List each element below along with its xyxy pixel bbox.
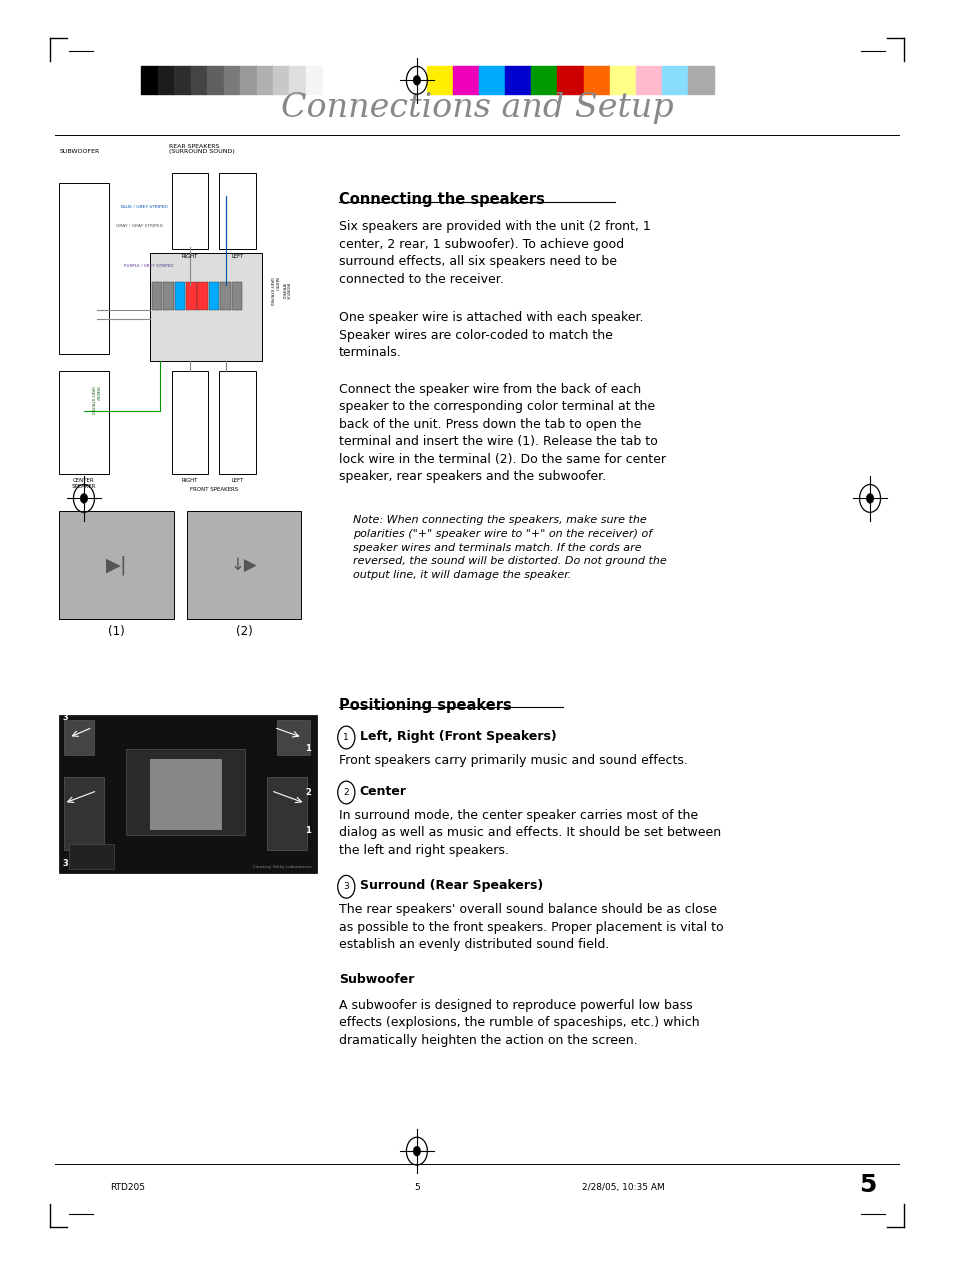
Text: Center: Center — [359, 784, 406, 798]
Circle shape — [865, 493, 873, 503]
Text: Courtesy Dolby Laboratories: Courtesy Dolby Laboratories — [253, 865, 312, 869]
Text: Note: When connecting the speakers, make sure the
polarities ("+" speaker wire t: Note: When connecting the speakers, make… — [353, 516, 666, 579]
Text: ↓▶: ↓▶ — [231, 555, 257, 574]
Bar — [64, 720, 94, 755]
Bar — [141, 67, 157, 95]
Bar — [59, 511, 173, 619]
Text: Surround (Rear Speakers): Surround (Rear Speakers) — [359, 879, 542, 892]
Bar — [232, 282, 242, 310]
Circle shape — [80, 493, 88, 503]
Text: RTD205: RTD205 — [110, 1183, 145, 1192]
Text: One speaker wire is attached with each speaker.
Speaker wires are color-coded to: One speaker wire is attached with each s… — [338, 311, 642, 359]
Text: In surround mode, the center speaker carries most of the
dialog as well as music: In surround mode, the center speaker car… — [338, 810, 720, 856]
Bar — [660, 67, 687, 95]
Bar — [69, 844, 114, 869]
Text: GRAY / GRAY STRIPED: GRAY / GRAY STRIPED — [116, 224, 163, 228]
Bar — [267, 777, 307, 850]
Text: CENTER
SPEAKER: CENTER SPEAKER — [71, 478, 96, 490]
Bar — [64, 777, 104, 850]
Bar — [126, 749, 245, 835]
Bar — [557, 67, 583, 95]
Text: PURPLE / GREY STRIPED: PURPLE / GREY STRIPED — [124, 264, 173, 268]
Bar — [197, 282, 208, 310]
Text: 5: 5 — [414, 1183, 419, 1192]
Bar — [172, 371, 208, 474]
Bar — [635, 67, 660, 95]
Bar — [163, 282, 173, 310]
Text: 2/28/05, 10:35 AM: 2/28/05, 10:35 AM — [581, 1183, 664, 1192]
Bar — [505, 67, 531, 95]
Text: 3: 3 — [63, 713, 69, 722]
Bar — [157, 67, 174, 95]
Text: Front speakers carry primarily music and sound effects.: Front speakers carry primarily music and… — [338, 754, 687, 767]
Bar — [209, 282, 219, 310]
Bar — [187, 511, 301, 619]
Text: 5: 5 — [859, 1173, 876, 1197]
Text: A subwoofer is designed to reproduce powerful low bass
effects (explosions, the : A subwoofer is designed to reproduce pow… — [338, 999, 699, 1046]
Bar — [219, 371, 255, 474]
Text: BLUE / GREY STRIPED: BLUE / GREY STRIPED — [121, 205, 168, 209]
Bar — [150, 253, 262, 361]
Text: (1): (1) — [108, 625, 125, 638]
Bar — [687, 67, 713, 95]
Bar — [531, 67, 557, 95]
Bar — [186, 282, 196, 310]
Text: 1: 1 — [343, 732, 349, 743]
Text: WHITE/
GREY STRIPED: WHITE/ GREY STRIPED — [269, 277, 277, 305]
Bar — [453, 67, 479, 95]
Text: RIGHT: RIGHT — [181, 478, 198, 483]
Bar — [240, 67, 256, 95]
Bar — [207, 67, 223, 95]
Text: LEFT: LEFT — [232, 254, 243, 259]
Text: 2: 2 — [305, 788, 311, 797]
Bar — [150, 759, 221, 829]
Bar — [172, 173, 208, 249]
Text: 1: 1 — [305, 826, 311, 835]
Bar — [59, 183, 109, 354]
Text: Six speakers are provided with the unit (2 front, 1
center, 2 rear, 1 subwoofer): Six speakers are provided with the unit … — [338, 220, 650, 286]
Bar — [174, 282, 185, 310]
Bar — [220, 282, 231, 310]
Bar — [276, 720, 310, 755]
Bar — [174, 67, 191, 95]
Bar — [273, 67, 289, 95]
Text: 1: 1 — [305, 744, 311, 753]
Text: 2: 2 — [343, 788, 349, 797]
Text: GREEN/
GREY STRIPED: GREEN/ GREY STRIPED — [90, 386, 98, 414]
Bar — [59, 715, 316, 873]
Bar — [152, 282, 162, 310]
Text: 3: 3 — [63, 859, 69, 868]
Text: SUBWOOFER: SUBWOOFER — [59, 149, 99, 154]
Text: Connecting the speakers: Connecting the speakers — [338, 192, 544, 207]
Circle shape — [413, 1146, 420, 1156]
Text: RIGHT: RIGHT — [181, 254, 198, 259]
Text: Subwoofer: Subwoofer — [338, 974, 414, 987]
Text: (2): (2) — [235, 625, 253, 638]
Bar — [219, 173, 255, 249]
Text: LEFT: LEFT — [232, 478, 243, 483]
Text: Connect the speaker wire from the back of each
speaker to the corresponding colo: Connect the speaker wire from the back o… — [338, 382, 665, 483]
Text: Left, Right (Front Speakers): Left, Right (Front Speakers) — [359, 730, 556, 743]
Text: 3: 3 — [343, 882, 349, 892]
Bar — [609, 67, 635, 95]
Text: Positioning speakers: Positioning speakers — [338, 698, 511, 713]
Bar — [289, 67, 306, 95]
Circle shape — [413, 76, 420, 85]
Bar — [256, 67, 273, 95]
Bar — [427, 67, 453, 95]
Bar — [479, 67, 505, 95]
Bar — [306, 67, 322, 95]
Bar — [223, 67, 240, 95]
Text: The rear speakers' overall sound balance should be as close
as possible to the f: The rear speakers' overall sound balance… — [338, 903, 722, 951]
Bar — [59, 371, 109, 474]
Text: REAR SPEAKERS
(SURROUND SOUND): REAR SPEAKERS (SURROUND SOUND) — [169, 143, 234, 154]
Text: Connections and Setup: Connections and Setup — [280, 91, 673, 124]
Text: ▶|: ▶| — [106, 555, 127, 574]
Bar — [191, 67, 207, 95]
Text: FRONT SPEAKERS: FRONT SPEAKERS — [190, 487, 237, 492]
Bar — [583, 67, 609, 95]
Text: FRONT-R
STRIPED: FRONT-R STRIPED — [280, 282, 289, 300]
